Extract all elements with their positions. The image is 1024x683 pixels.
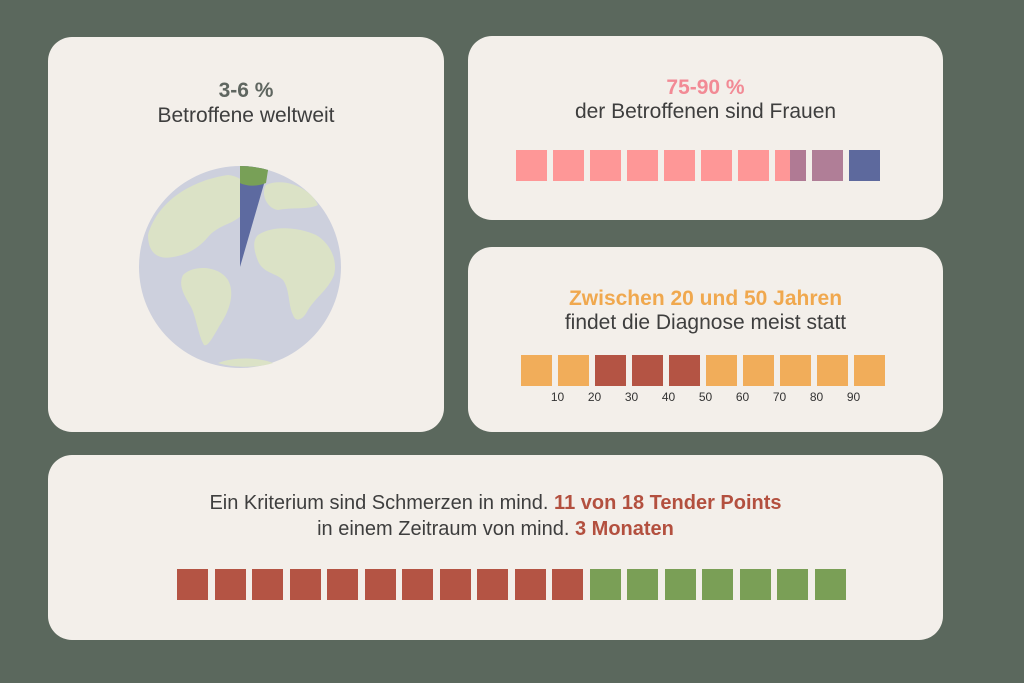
women-subtitle: der Betroffenen sind Frauen bbox=[574, 100, 837, 123]
tender-points-card: Ein Kriterium sind Schmerzen in mind. 11… bbox=[48, 455, 943, 640]
age-axis-labels: 10 20 30 40 50 60 70 80 90 bbox=[539, 390, 872, 404]
tender-square-painful bbox=[402, 569, 433, 600]
world-headline: 3-6 % bbox=[218, 79, 274, 102]
women-card: 75-90 % der Betroffenen sind Frauen bbox=[468, 36, 943, 220]
age-subtitle: findet die Diagnose meist statt bbox=[564, 311, 847, 334]
tender-line-1-text: Ein Kriterium sind Schmerzen in mind. bbox=[209, 492, 555, 514]
unit-square bbox=[558, 355, 589, 386]
women-unit-bar bbox=[516, 150, 880, 181]
tender-square-painful bbox=[252, 569, 283, 600]
unit-square bbox=[854, 355, 885, 386]
axis-label: 70 bbox=[772, 390, 787, 404]
axis-label: 10 bbox=[550, 390, 565, 404]
unit-square bbox=[664, 150, 695, 181]
axis-label: 40 bbox=[661, 390, 676, 404]
tender-line-1: Ein Kriterium sind Schmerzen in mind. 11… bbox=[48, 491, 943, 515]
axis-label: 90 bbox=[846, 390, 861, 404]
unit-square-half bbox=[775, 150, 790, 181]
tender-line-2-text: in einem Zeitraum von mind. bbox=[317, 518, 575, 540]
axis-label: 30 bbox=[624, 390, 639, 404]
tender-square-painful bbox=[327, 569, 358, 600]
age-unit-bar bbox=[521, 355, 885, 386]
axis-label: 50 bbox=[698, 390, 713, 404]
tender-line-1-highlight: 11 von 18 Tender Points bbox=[554, 492, 782, 514]
tender-square-ok bbox=[664, 569, 696, 600]
unit-square bbox=[669, 355, 700, 386]
tender-square-ok bbox=[702, 569, 733, 600]
unit-square bbox=[632, 355, 663, 386]
axis-label: 20 bbox=[587, 390, 602, 404]
unit-square bbox=[780, 355, 811, 386]
age-headline: Zwischen 20 und 50 Jahren bbox=[568, 287, 843, 310]
unit-square bbox=[738, 150, 769, 181]
women-headline: 75-90 % bbox=[666, 76, 745, 99]
tender-square-painful bbox=[477, 569, 508, 600]
unit-square bbox=[595, 355, 626, 386]
tender-square-ok bbox=[589, 569, 621, 600]
tender-square-painful bbox=[439, 569, 471, 600]
unit-square bbox=[817, 355, 848, 386]
unit-square bbox=[590, 150, 621, 181]
tender-square-painful bbox=[514, 569, 546, 600]
tender-square-ok bbox=[627, 569, 658, 600]
unit-square bbox=[743, 355, 774, 386]
unit-square bbox=[812, 150, 843, 181]
tender-line-2-highlight: 3 Monaten bbox=[574, 518, 674, 540]
unit-square bbox=[553, 150, 584, 181]
world-card: 3-6 % Betroffene weltweit bbox=[48, 37, 444, 432]
unit-square-half bbox=[790, 150, 806, 181]
unit-square bbox=[521, 355, 552, 386]
world-subtitle: Betroffene weltweit bbox=[157, 104, 335, 127]
tender-square-painful bbox=[364, 569, 396, 600]
unit-square bbox=[849, 150, 880, 181]
unit-square bbox=[706, 355, 737, 386]
globe-pie-chart bbox=[139, 166, 341, 368]
tender-square-painful bbox=[289, 569, 321, 600]
unit-square bbox=[627, 150, 658, 181]
tender-line-2: in einem Zeitraum von mind. 3 Monaten bbox=[48, 517, 943, 541]
axis-label: 80 bbox=[809, 390, 824, 404]
tender-square-painful bbox=[177, 569, 208, 600]
tender-unit-bar bbox=[177, 569, 846, 600]
age-card: Zwischen 20 und 50 Jahren findet die Dia… bbox=[468, 247, 943, 432]
tender-square-ok bbox=[777, 569, 808, 600]
tender-square-ok bbox=[814, 569, 846, 600]
unit-square bbox=[516, 150, 547, 181]
tender-square-ok bbox=[739, 569, 771, 600]
tender-square-painful bbox=[214, 569, 246, 600]
tender-square-painful bbox=[552, 569, 583, 600]
axis-label: 60 bbox=[735, 390, 750, 404]
unit-square bbox=[701, 150, 732, 181]
